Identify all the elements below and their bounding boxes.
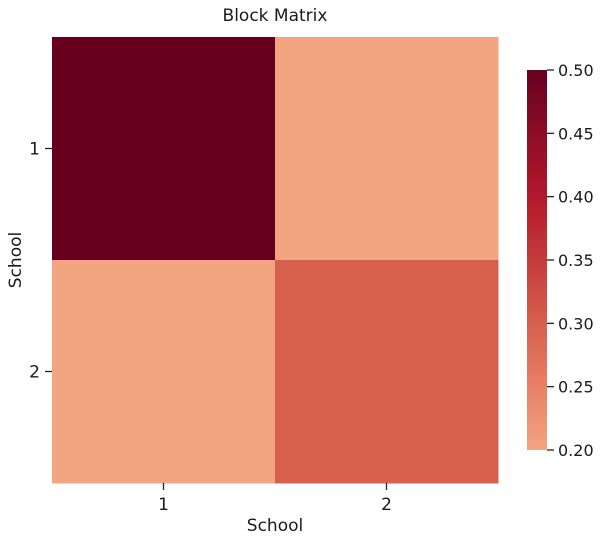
colorbar-tick-label: 0.45 <box>558 124 594 143</box>
colorbar-tick-label: 0.20 <box>558 441 594 460</box>
y-tick-label: 2 <box>29 363 40 383</box>
x-tick-label: 1 <box>158 495 169 515</box>
heatmap-cell-r1-c2 <box>275 37 499 261</box>
y-tick-label: 1 <box>29 140 40 160</box>
colorbar <box>527 70 547 450</box>
heatmap-cell-r2-c1 <box>52 260 276 484</box>
y-axis-ticks: 12 <box>29 140 52 383</box>
y-axis-label: School <box>6 232 26 288</box>
colorbar-ticks: 0.20 0.25 0.30 0.35 0.40 0.45 0.50 <box>547 61 594 460</box>
x-tick-label: 2 <box>381 495 392 515</box>
colorbar-tick-label: 0.25 <box>558 378 594 397</box>
colorbar-tick-label: 0.50 <box>558 61 594 80</box>
x-axis-label: School <box>247 516 303 536</box>
heatmap-cell-r1-c1 <box>52 37 276 261</box>
colorbar-tick-label: 0.40 <box>558 188 594 207</box>
colorbar-tick-label: 0.30 <box>558 314 594 333</box>
chart-title: Block Matrix <box>223 6 328 26</box>
heatmap-cell-r2-c2 <box>275 260 499 484</box>
colorbar-tick-label: 0.35 <box>558 251 594 270</box>
heatmap-cells <box>52 37 499 484</box>
